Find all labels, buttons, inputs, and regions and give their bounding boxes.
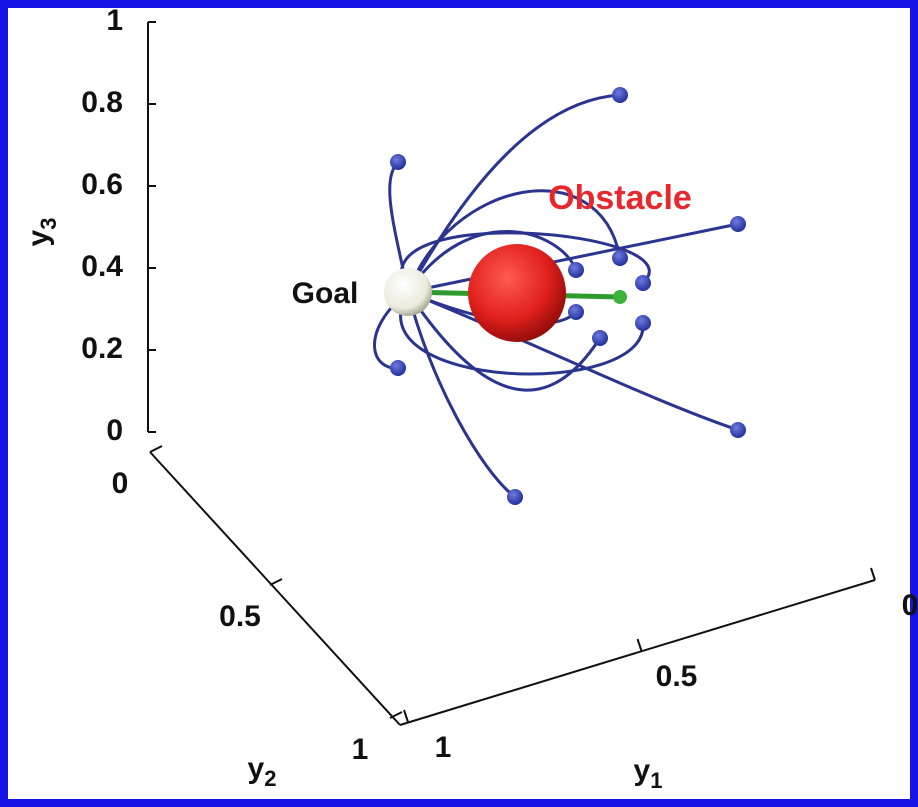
tick-label: 0.6 (81, 168, 123, 201)
tick-label: 0 (902, 589, 918, 622)
tick-mark (636, 638, 643, 652)
tick-label: 0.2 (81, 332, 123, 365)
tick-label: 1 (106, 4, 123, 37)
goal-label: Goal (292, 277, 359, 310)
y1-axis-label: y1 (634, 754, 663, 793)
start-point (507, 489, 523, 505)
label-base: y (634, 754, 651, 787)
trajectory (406, 290, 740, 432)
trajectory (400, 231, 651, 294)
tick-mark (389, 711, 403, 719)
tick-label: 1 (352, 733, 369, 766)
green-point (613, 290, 627, 304)
start-point (612, 250, 628, 266)
tick-mark (149, 445, 163, 453)
obstacle-label: Obstacle (548, 179, 692, 217)
start-point (568, 262, 584, 278)
start-point (390, 154, 406, 170)
start-points (390, 87, 746, 505)
tick-label: 0.5 (219, 600, 261, 633)
start-point (592, 330, 608, 346)
label-base: y (248, 752, 265, 785)
trajectories (373, 93, 740, 499)
label-base: y (22, 229, 55, 246)
trajectory (406, 222, 740, 294)
start-point (612, 87, 628, 103)
y2-axis-line (149, 451, 401, 726)
y1-axis-line (399, 579, 876, 726)
trajectory (406, 290, 517, 499)
goal (384, 268, 432, 316)
tick-label: 0 (112, 467, 129, 500)
trajectory (406, 189, 622, 294)
start-point (568, 304, 584, 320)
label-sub: 1 (650, 768, 662, 793)
label-sub: 3 (36, 218, 61, 230)
tick-label: 0.5 (656, 660, 698, 693)
y2-axis-label: y2 (248, 752, 277, 791)
tick-mark (269, 578, 283, 586)
y3-axis-label: y3 (22, 218, 61, 247)
tick-label: 0 (106, 414, 123, 447)
obstacle (468, 244, 566, 342)
start-point (390, 360, 406, 376)
label-sub: 2 (264, 766, 276, 791)
start-point (635, 275, 651, 291)
start-point (730, 422, 746, 438)
trajectory (406, 290, 602, 392)
tick-mark (870, 567, 876, 581)
start-point (730, 216, 746, 232)
trajectory (399, 290, 645, 376)
tick-mark (403, 709, 409, 723)
tick-label: 0.4 (81, 250, 123, 283)
start-point (635, 315, 651, 331)
tick-label: 1 (435, 731, 452, 764)
tick-label: 0.8 (81, 86, 123, 119)
